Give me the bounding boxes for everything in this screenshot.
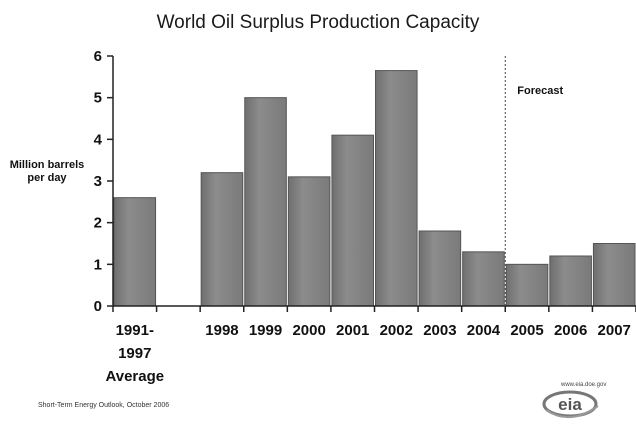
x-tick-label-5: 2001: [336, 322, 369, 339]
bar-6: [375, 70, 418, 307]
bar-0: [113, 197, 157, 307]
x-tick-label-8: 2004: [467, 322, 501, 339]
eia-logo: www.eia.doe.gov eia: [520, 380, 632, 420]
bar-2: [200, 172, 244, 307]
x-tick-label-7: 2003: [423, 322, 456, 339]
bar-9: [505, 263, 549, 307]
bar-7: [418, 230, 462, 307]
x-tick-label-0-0: 1991-: [116, 322, 154, 339]
y-tick-label-0: 0: [94, 298, 102, 315]
logo-text: eia: [558, 395, 582, 414]
bar-10: [549, 255, 592, 307]
y-tick-label-1: 1: [94, 256, 102, 273]
x-tick-label-0-2: Average: [105, 368, 164, 385]
y-tick-label-4: 4: [94, 131, 103, 148]
x-tick-label-6: 2002: [380, 322, 413, 339]
bar-11: [592, 243, 636, 307]
logo-url: www.eia.doe.gov: [561, 382, 607, 388]
x-tick-label-10: 2006: [554, 322, 587, 339]
bar-5: [331, 134, 374, 307]
y-tick-label-6: 6: [94, 48, 102, 65]
forecast-label: Forecast: [517, 85, 563, 97]
x-tick-label-3: 1999: [249, 322, 282, 339]
x-tick-label-9: 2005: [510, 322, 543, 339]
footer-source: Short-Term Energy Outlook, October 2006: [38, 402, 170, 409]
chart-title: World Oil Surplus Production Capacity: [156, 12, 480, 33]
x-tick-label-11: 2007: [598, 322, 631, 339]
bar-4: [287, 176, 331, 307]
bar-8: [462, 251, 505, 307]
bar-3: [244, 97, 287, 307]
x-tick-label-2: 1998: [205, 322, 238, 339]
y-tick-label-2: 2: [94, 215, 102, 232]
y-axis-label: Million barrels per day: [9, 159, 85, 184]
x-tick-label-4: 2000: [292, 322, 325, 339]
x-tick-label-0-1: 1997: [118, 345, 151, 362]
y-tick-label-5: 5: [94, 90, 102, 107]
y-tick-label-3: 3: [94, 173, 102, 190]
